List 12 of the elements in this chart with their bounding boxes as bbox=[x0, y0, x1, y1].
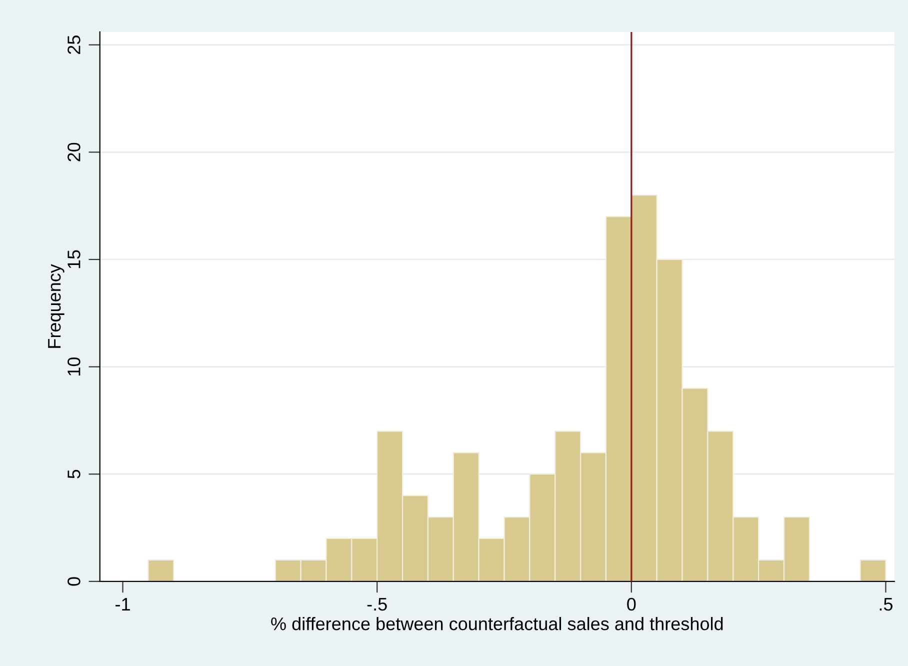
x-tick-label: 0 bbox=[627, 598, 636, 611]
y-axis-title: Frequency bbox=[48, 264, 64, 348]
x-tick-label: -1 bbox=[116, 598, 130, 610]
y-tick-label: 0 bbox=[68, 577, 80, 586]
y-tick-label: 5 bbox=[68, 470, 80, 478]
x-axis-title: % difference between counterfactual sales and threshold bbox=[271, 617, 723, 630]
y-tick-label: 10 bbox=[68, 357, 80, 376]
x-tick-label: .5 bbox=[880, 598, 893, 611]
y-tick-label: 20 bbox=[68, 142, 80, 162]
y-tick-label: 15 bbox=[68, 250, 80, 268]
x-tick-label: -.5 bbox=[367, 598, 387, 611]
y-tick-label: 25 bbox=[68, 36, 80, 54]
